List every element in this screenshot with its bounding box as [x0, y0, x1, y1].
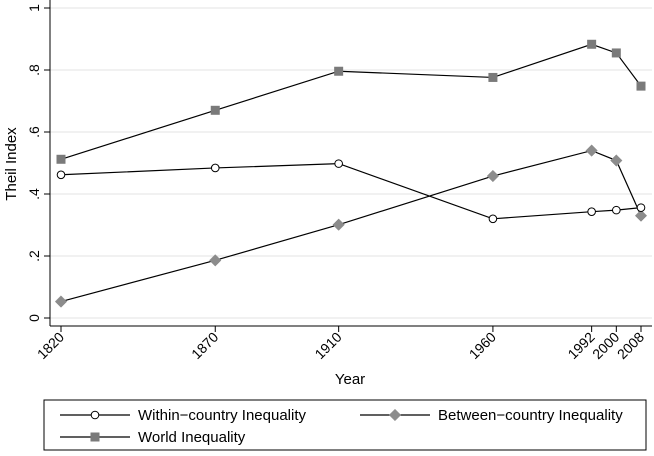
legend-marker — [90, 410, 100, 420]
data-point — [488, 72, 498, 82]
x-axis-label: Year — [335, 371, 365, 388]
data-point — [488, 214, 498, 224]
series-line — [60, 149, 642, 303]
grid-lines — [50, 7, 652, 319]
axes — [49, 0, 652, 327]
legend-marker — [90, 432, 100, 442]
y-tick-label: .2 — [26, 250, 42, 262]
x-tick-label: 1992 — [564, 329, 597, 362]
data-point — [587, 207, 596, 216]
data-point — [210, 105, 220, 115]
y-tick-label: 0 — [26, 314, 42, 322]
x-tick-label: 1910 — [311, 329, 344, 362]
data-point — [56, 154, 66, 164]
x-tick-label: 2000 — [589, 329, 622, 362]
legend-label: World Inequality — [138, 429, 246, 446]
y-tick-label: .4 — [26, 188, 42, 200]
data-point — [610, 154, 623, 167]
data-point — [334, 159, 343, 168]
legend-label: Between−country Inequality — [438, 407, 623, 424]
data-point — [54, 295, 68, 308]
data-point — [611, 48, 621, 58]
data-point — [587, 39, 597, 49]
legend-entry: Within−country Inequality — [60, 407, 307, 424]
data-point — [332, 218, 345, 231]
data-point — [209, 254, 222, 267]
legend-entry: World Inequality — [60, 429, 246, 446]
data-point — [585, 144, 598, 157]
legend-marker — [388, 408, 402, 422]
y-axis-ticks: 0 .2 .4 .6 .8 1 — [26, 4, 50, 322]
x-tick-label: 1960 — [466, 329, 499, 362]
x-tick-label: 1820 — [34, 329, 67, 362]
legend-box — [43, 399, 647, 451]
data-point — [486, 169, 500, 183]
data-point — [210, 163, 220, 173]
x-tick-label: 1870 — [188, 329, 221, 362]
series-line — [60, 163, 642, 220]
series-group — [54, 39, 648, 308]
legend-label: Within−country Inequality — [138, 407, 307, 424]
legend-entry: Between−country Inequality — [360, 407, 623, 424]
y-tick-label: .8 — [26, 64, 42, 76]
y-tick-label: .6 — [26, 126, 42, 138]
data-point — [636, 203, 646, 212]
data-point — [636, 81, 646, 91]
series-3 — [56, 39, 646, 164]
y-axis-label: Theil Index — [3, 127, 20, 201]
data-point — [56, 170, 66, 180]
data-point — [634, 209, 648, 222]
y-tick-label: 1 — [26, 4, 42, 12]
x-tick-label: 2008 — [614, 329, 647, 362]
series-2 — [54, 144, 648, 308]
legend: Within−country Inequality Between−country… — [43, 399, 647, 451]
data-point — [334, 66, 344, 76]
series-1 — [56, 159, 646, 224]
series-line — [60, 43, 642, 160]
data-point — [612, 205, 621, 215]
